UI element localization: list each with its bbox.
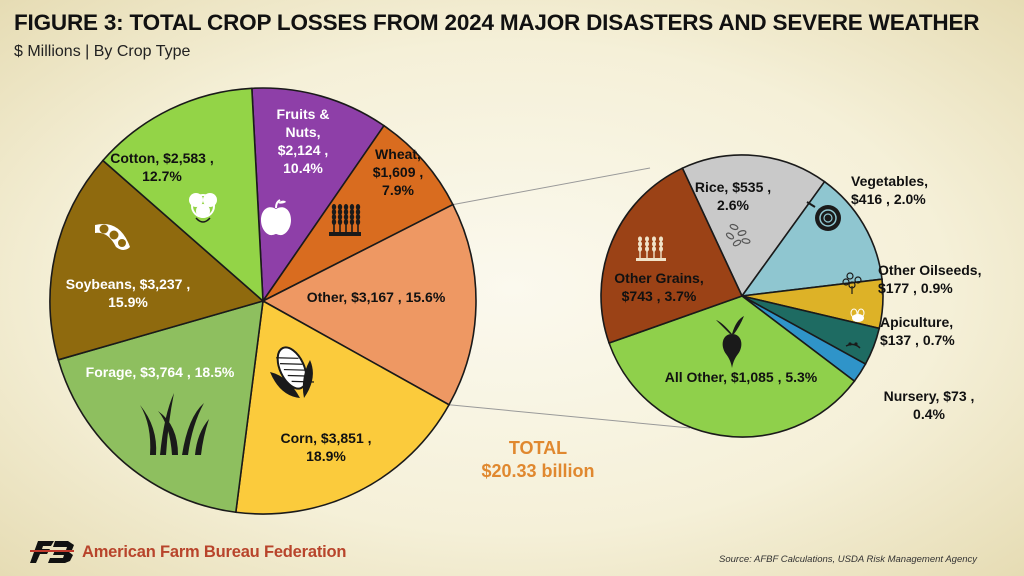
label-cotton: Cotton, $2,583 , 12.7%	[110, 150, 213, 184]
oilseed-icon	[842, 272, 862, 294]
connector-lines	[448, 167, 691, 429]
total-label: TOTAL	[508, 438, 568, 458]
label-other-grains: Other Grains, $743 , 3.7%	[614, 270, 703, 304]
label-forage: Forage, $3,764 , 18.5%	[86, 364, 235, 380]
label-apiculture: Apiculture, $137 , 0.7%	[880, 314, 955, 348]
soybean-icon	[95, 223, 130, 250]
label-corn: Corn, $3,851 , 18.9%	[280, 430, 371, 464]
cotton-icon	[189, 193, 217, 223]
afbf-logo: American Farm Bureau Federation	[30, 541, 346, 563]
chart-subtitle: $ Millions | By Crop Type	[14, 43, 191, 60]
total-value: $20.33 billion	[481, 461, 595, 481]
fb-logo-icon	[30, 541, 74, 563]
slice-vegetables	[740, 180, 883, 298]
slice-rice	[681, 154, 826, 298]
connector-line-top	[452, 167, 651, 206]
label-wheat: Wheat, $1,609 , 7.9%	[373, 146, 424, 198]
crop-icons	[95, 193, 865, 455]
label-rice: Rice, $535 , 2.6%	[695, 179, 771, 213]
beet-icon	[716, 316, 744, 368]
connector-line-bottom	[448, 404, 691, 429]
slice-other	[261, 203, 477, 406]
slice-fruits-nuts	[251, 87, 386, 304]
label-nursery: Nursery, $73 , 0.4%	[884, 388, 975, 422]
source-note: Source: AFBF Calculations, USDA Risk Man…	[719, 554, 978, 565]
corn-icon	[270, 346, 315, 398]
total-callout: TOTAL $20.33 billion	[468, 437, 608, 483]
label-fruits-nuts: Fruits & Nuts, $2,124 , 10.4%	[277, 106, 330, 176]
label-soybeans: Soybeans, $3,237 , 15.9%	[66, 276, 191, 310]
label-vegetables: Vegetables, $416 , 2.0%	[851, 173, 928, 207]
onion-icon	[806, 201, 841, 231]
slice-other-grains	[600, 167, 744, 345]
slice-soybeans	[49, 159, 265, 361]
grain-icon	[636, 236, 666, 261]
slice-labels: Fruits & Nuts, $2,124 , 10.4% Wheat, $1,609 ,…	[66, 106, 982, 464]
grass-icon	[140, 393, 209, 455]
label-other-oilseeds: Other Oilseeds, $177 , 0.9%	[878, 262, 981, 296]
slice-forage	[57, 299, 264, 514]
label-other: Other, $3,167 , 15.6%	[307, 289, 446, 305]
chart-title: FIGURE 3: TOTAL CROP LOSSES FROM 2024 MA…	[14, 10, 980, 35]
wheat-icon	[329, 204, 361, 236]
nursery-icon	[845, 342, 861, 349]
brand-name: American Farm Bureau Federation	[82, 542, 347, 561]
rice-icon	[725, 223, 751, 247]
slice-cotton	[101, 87, 264, 303]
bee-icon	[850, 308, 865, 322]
apple-icon	[261, 199, 291, 236]
label-all-other: All Other, $1,085 , 5.3%	[665, 369, 818, 385]
